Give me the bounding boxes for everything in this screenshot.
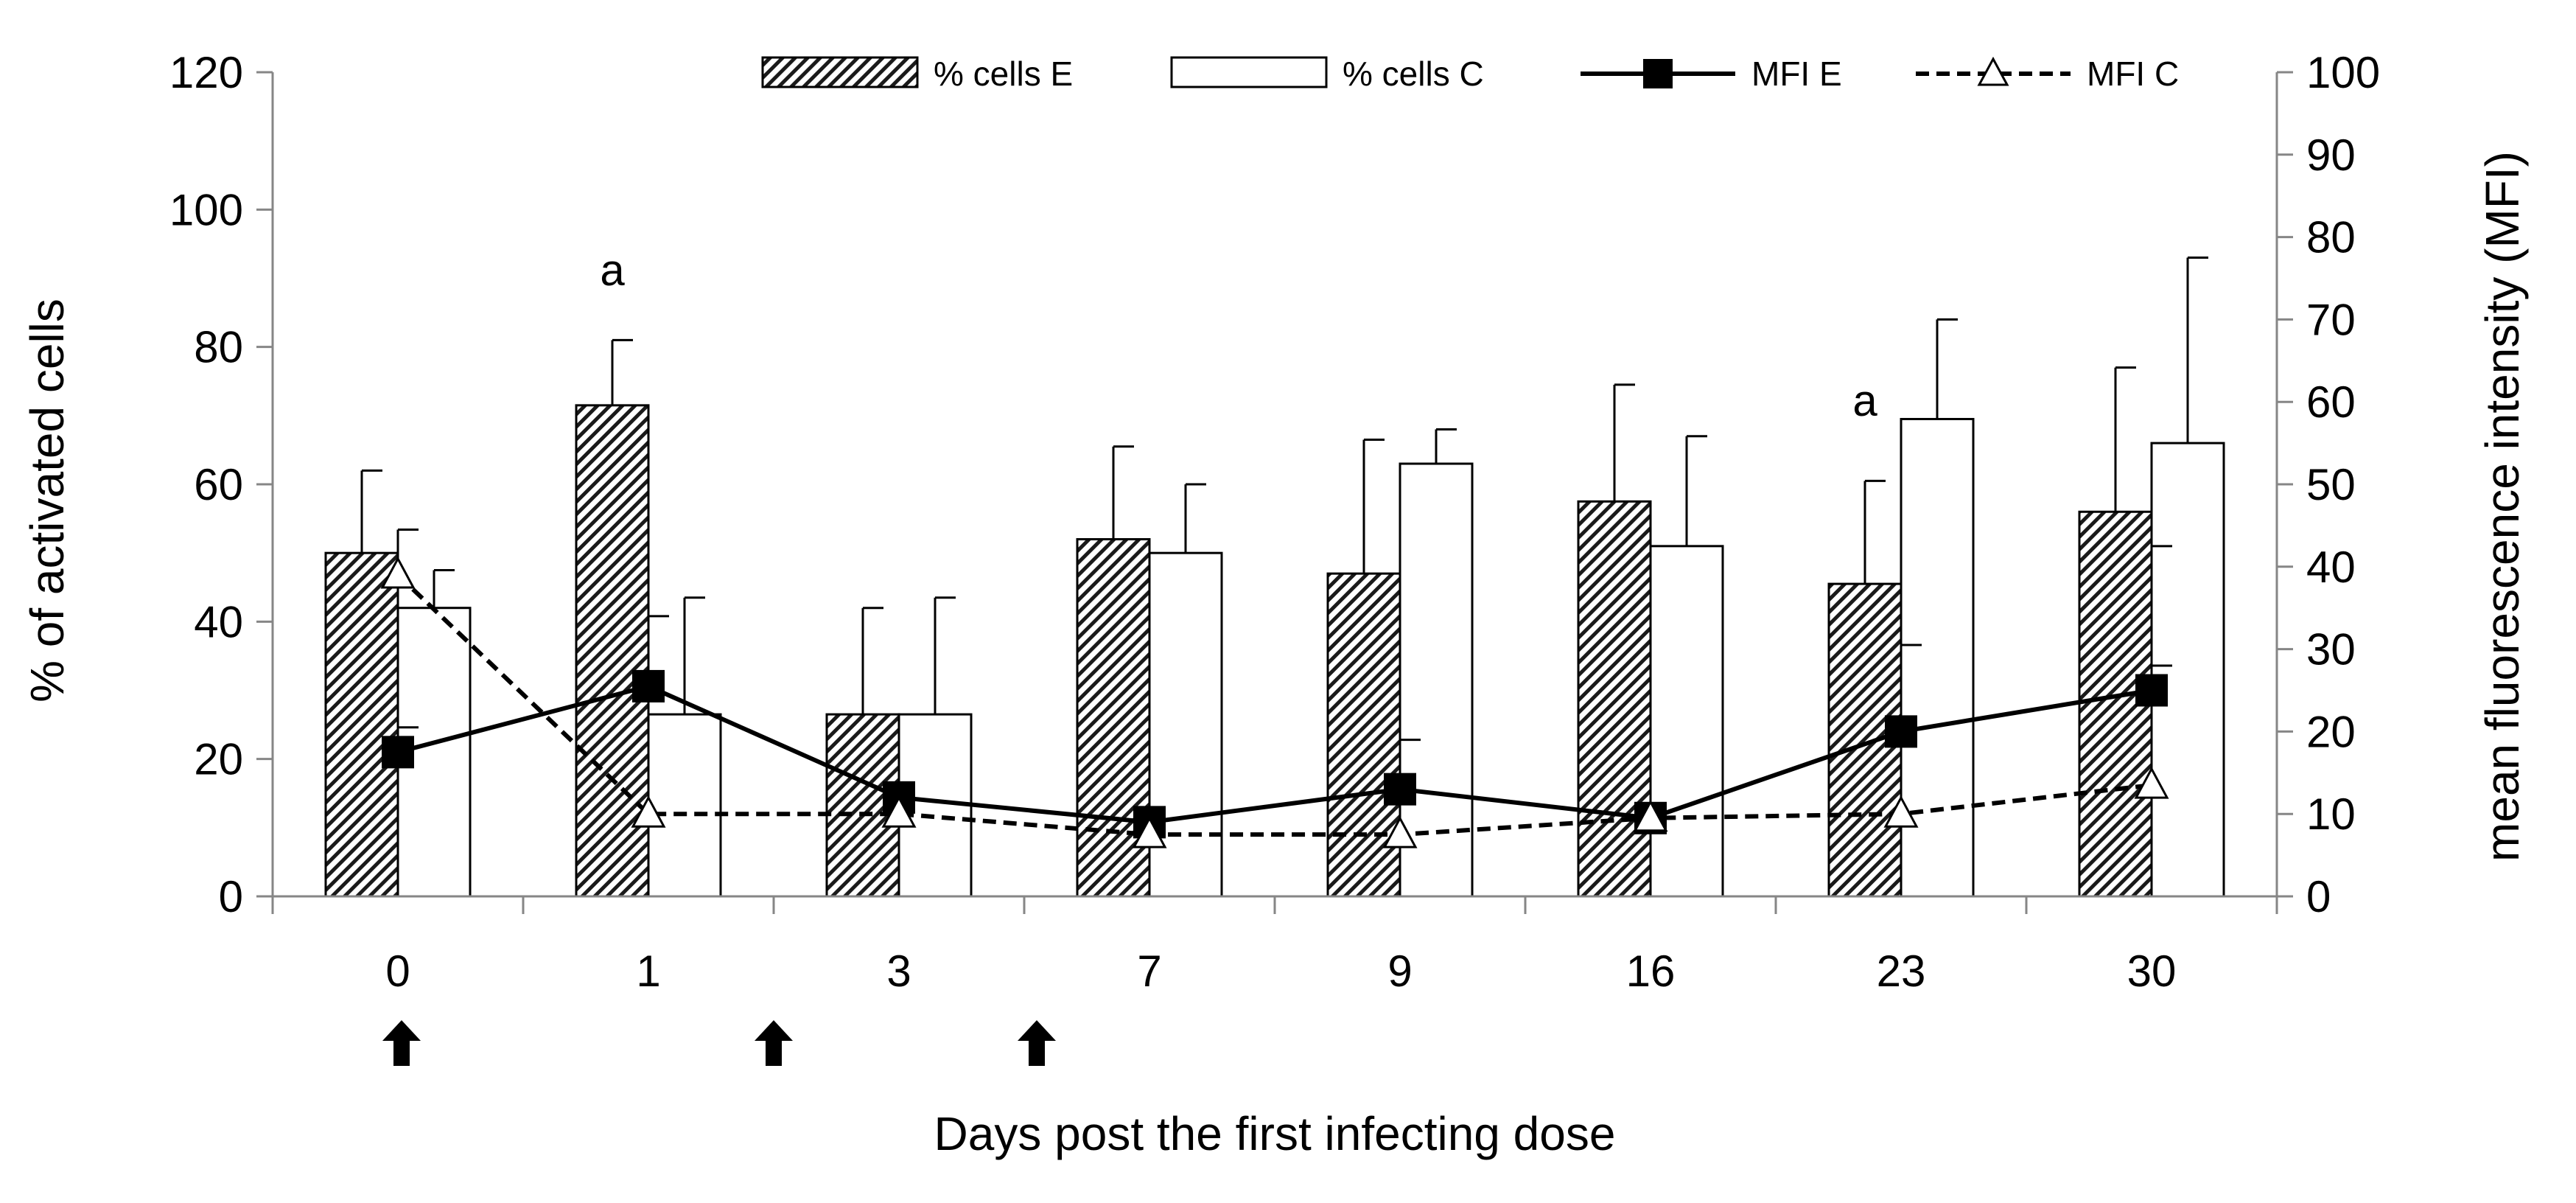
data-point — [2135, 674, 2168, 707]
x-tick-label: 30 — [2127, 946, 2177, 996]
data-point — [1132, 815, 1167, 848]
legend: % cells E % cells C MFI E MFI C — [761, 55, 2179, 93]
y2-tick-label: 30 — [2306, 625, 2356, 674]
legend-marker — [1643, 59, 1673, 88]
y-tick-label: 80 — [194, 323, 243, 372]
x-tick-label: 3 — [886, 946, 911, 996]
error-bars — [360, 257, 2208, 789]
bars — [324, 404, 2225, 898]
y-tick-label: 20 — [194, 735, 243, 784]
significance-label: a — [600, 245, 625, 295]
x-tick-label: 23 — [1877, 946, 1926, 996]
y-tick-label: 40 — [194, 597, 243, 646]
legend-label: MFI E — [1751, 55, 1842, 93]
bar — [1649, 545, 1724, 898]
data-point — [881, 795, 917, 828]
y2-tick-label: 100 — [2306, 48, 2380, 97]
legend-label: % cells C — [1343, 55, 1484, 93]
y-tick-label: 120 — [169, 48, 243, 97]
legend-label: MFI C — [2087, 55, 2179, 93]
y2-axis-title: mean fluorescence intensity (MFI) — [2476, 151, 2529, 862]
data-point — [1384, 773, 1416, 806]
legend-marker — [1977, 56, 2009, 86]
data-point — [382, 736, 414, 769]
y2-tick-label: 20 — [2306, 707, 2356, 756]
data-point — [1883, 795, 1919, 828]
data-point — [1885, 715, 1917, 748]
y2-tick-label: 50 — [2306, 460, 2356, 509]
dose-arrows — [382, 1020, 1056, 1066]
legend-label: % cells E — [934, 55, 1073, 93]
y-tick-label: 60 — [194, 460, 243, 509]
y-tick-label: 0 — [219, 872, 243, 921]
series-line — [397, 683, 2152, 825]
x-tick-label: 16 — [1626, 946, 1676, 996]
y-tick-label: 100 — [169, 185, 243, 234]
series-line — [396, 573, 2152, 837]
y2-tick-label: 60 — [2306, 377, 2356, 427]
bar — [575, 404, 650, 898]
y2-tick-label: 10 — [2306, 789, 2356, 839]
bar — [324, 551, 399, 898]
data-point — [1633, 799, 1668, 832]
y2-tick-label: 80 — [2306, 213, 2356, 262]
dose-arrow-icon — [755, 1020, 793, 1066]
y2-tick-label: 0 — [2306, 872, 2331, 921]
x-axis-title: Days post the first infecting dose — [934, 1107, 1616, 1160]
legend-swatch — [761, 56, 919, 88]
significance-label: a — [1852, 376, 1877, 425]
annotations: aa — [600, 245, 1877, 425]
data-point — [632, 669, 665, 702]
bar — [2150, 442, 2225, 898]
y2-tick-label: 90 — [2306, 130, 2356, 180]
y2-tick-label: 70 — [2306, 295, 2356, 344]
bar — [1900, 417, 1975, 898]
data-point — [631, 795, 666, 828]
bar — [1577, 500, 1652, 898]
dose-arrow-icon — [382, 1020, 421, 1066]
x-tick-label: 0 — [385, 946, 410, 996]
data-point — [1382, 815, 1418, 848]
x-tick-label: 1 — [636, 946, 660, 996]
x-tick-label: 7 — [1137, 946, 1161, 996]
axis-labels: 0 20 40 60 80 100 120 0 10 20 30 40 50 60 70 80 90 100 0 1 3… — [21, 48, 2529, 1160]
y-axis-title: % of activated cells — [21, 299, 74, 702]
y2-tick-label: 40 — [2306, 543, 2356, 592]
bar — [647, 713, 722, 898]
data-point — [380, 556, 416, 589]
data-point — [2134, 766, 2169, 799]
axes — [256, 71, 2293, 914]
x-tick-label: 9 — [1387, 946, 1412, 996]
bar — [1399, 462, 1474, 898]
mfi-lines — [380, 556, 2169, 848]
dose-arrow-icon — [1018, 1020, 1056, 1066]
legend-swatch — [1170, 56, 1328, 88]
